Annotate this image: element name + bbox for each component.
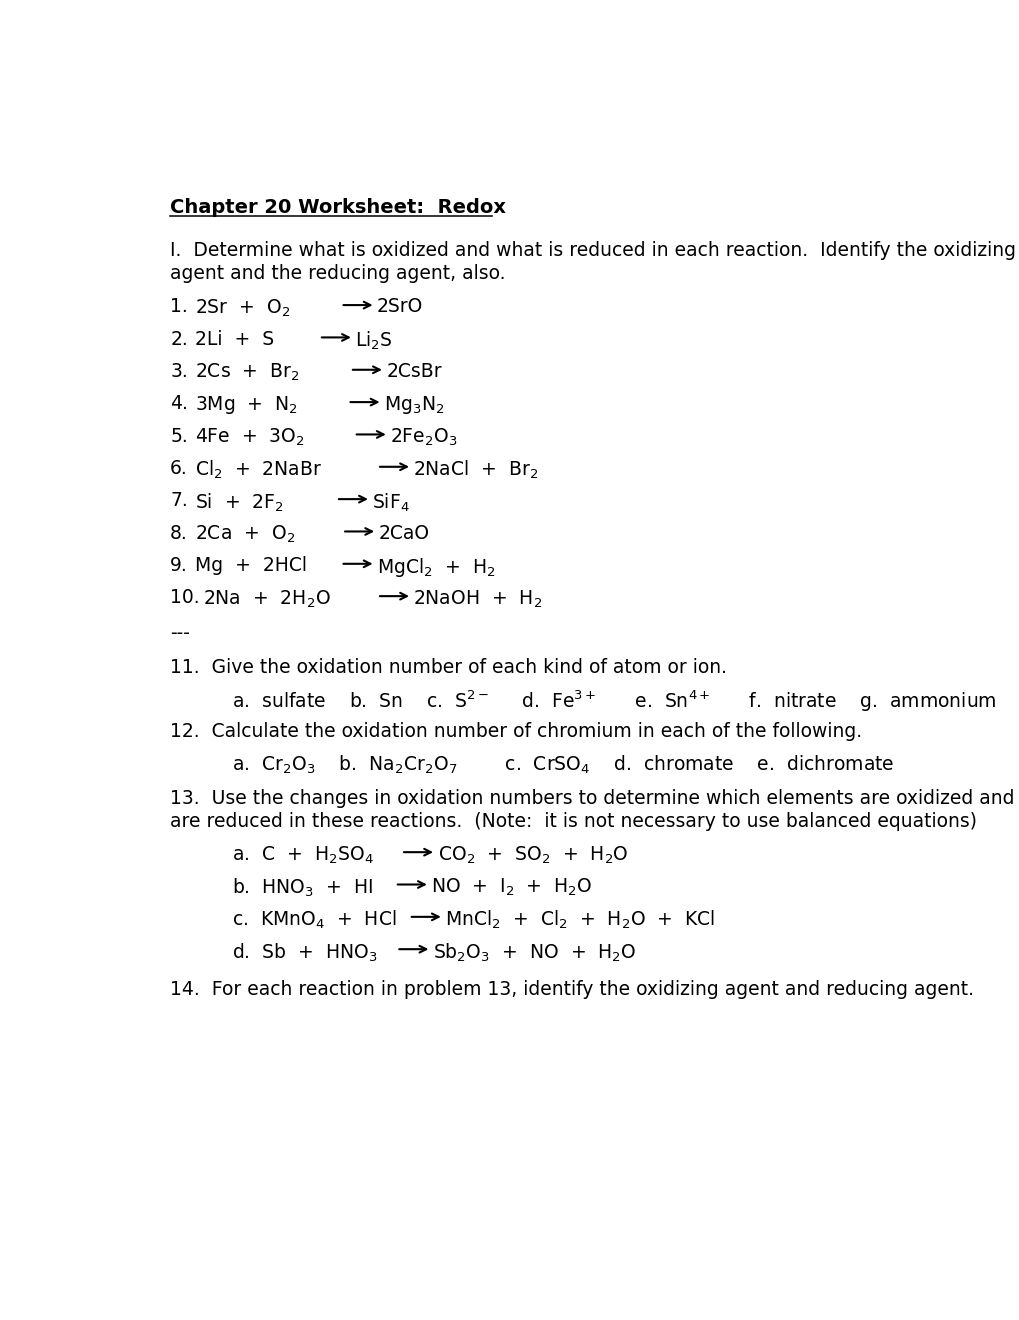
Text: SiF$_4$: SiF$_4$: [372, 491, 410, 513]
Text: Chapter 20 Worksheet:  Redox: Chapter 20 Worksheet: Redox: [170, 198, 505, 218]
Text: 5.: 5.: [170, 426, 187, 446]
Text: a.  C  +  H$_2$SO$_4$: a. C + H$_2$SO$_4$: [232, 845, 373, 866]
Text: MnCl$_2$  +  Cl$_2$  +  H$_2$O  +  KCl: MnCl$_2$ + Cl$_2$ + H$_2$O + KCl: [445, 909, 714, 932]
Text: Mg  +  2HCl: Mg + 2HCl: [195, 556, 307, 576]
Text: 9.: 9.: [170, 556, 187, 576]
Text: c.  KMnO$_4$  +  HCl: c. KMnO$_4$ + HCl: [232, 909, 396, 932]
Text: CO$_2$  +  SO$_2$  +  H$_2$O: CO$_2$ + SO$_2$ + H$_2$O: [437, 845, 628, 866]
Text: Mg$_3$N$_2$: Mg$_3$N$_2$: [383, 395, 444, 416]
Text: 2Ca  +  O$_2$: 2Ca + O$_2$: [195, 524, 294, 545]
Text: 2Na  +  2H$_2$O: 2Na + 2H$_2$O: [203, 589, 330, 610]
Text: NO  +  I$_2$  +  H$_2$O: NO + I$_2$ + H$_2$O: [431, 876, 592, 898]
Text: 12.  Calculate the oxidation number of chromium in each of the following.: 12. Calculate the oxidation number of ch…: [170, 722, 861, 742]
Text: 1.: 1.: [170, 297, 187, 317]
Text: 11.  Give the oxidation number of each kind of atom or ion.: 11. Give the oxidation number of each ki…: [170, 657, 727, 677]
Text: 14.  For each reaction in problem 13, identify the oxidizing agent and reducing : 14. For each reaction in problem 13, ide…: [170, 979, 973, 999]
Text: a.  sulfate    b.  Sn    c.  S$^{2-}$     d.  Fe$^{3+}$      e.  Sn$^{4+}$      : a. sulfate b. Sn c. S$^{2-}$ d. Fe$^{3+}…: [232, 689, 996, 714]
Text: 2CsBr: 2CsBr: [386, 362, 441, 381]
Text: 2Fe$_2$O$_3$: 2Fe$_2$O$_3$: [390, 426, 458, 447]
Text: 2NaOH  +  H$_2$: 2NaOH + H$_2$: [413, 589, 542, 610]
Text: 2Sr  +  O$_2$: 2Sr + O$_2$: [195, 297, 289, 318]
Text: agent and the reducing agent, also.: agent and the reducing agent, also.: [170, 264, 505, 282]
Text: MgCl$_2$  +  H$_2$: MgCl$_2$ + H$_2$: [377, 556, 495, 579]
Text: Si  +  2F$_2$: Si + 2F$_2$: [195, 491, 283, 513]
Text: 4.: 4.: [170, 395, 187, 413]
Text: are reduced in these reactions.  (Note:  it is not necessary to use balanced equ: are reduced in these reactions. (Note: i…: [170, 812, 976, 832]
Text: a.  Cr$_2$O$_3$    b.  Na$_2$Cr$_2$O$_7$        c.  CrSO$_4$    d.  chromate    : a. Cr$_2$O$_3$ b. Na$_2$Cr$_2$O$_7$ c. C…: [232, 754, 894, 776]
Text: 3.: 3.: [170, 362, 187, 381]
Text: Sb$_2$O$_3$  +  NO  +  H$_2$O: Sb$_2$O$_3$ + NO + H$_2$O: [432, 941, 636, 964]
Text: Cl$_2$  +  2NaBr: Cl$_2$ + 2NaBr: [195, 459, 322, 482]
Text: b.  HNO$_3$  +  HI: b. HNO$_3$ + HI: [232, 876, 373, 899]
Text: 2.: 2.: [170, 330, 187, 348]
Text: 7.: 7.: [170, 491, 187, 511]
Text: d.  Sb  +  HNO$_3$: d. Sb + HNO$_3$: [232, 941, 377, 964]
Text: 3Mg  +  N$_2$: 3Mg + N$_2$: [195, 395, 298, 416]
Text: 2NaCl  +  Br$_2$: 2NaCl + Br$_2$: [413, 459, 538, 482]
Text: 10.: 10.: [170, 589, 200, 607]
Text: 8.: 8.: [170, 524, 187, 543]
Text: I.  Determine what is oxidized and what is reduced in each reaction.  Identify t: I. Determine what is oxidized and what i…: [170, 240, 1015, 260]
Text: 4Fe  +  3O$_2$: 4Fe + 3O$_2$: [195, 426, 305, 447]
Text: 13.  Use the changes in oxidation numbers to determine which elements are oxidiz: 13. Use the changes in oxidation numbers…: [170, 789, 1019, 808]
Text: 2CaO: 2CaO: [378, 524, 429, 543]
Text: 2SrO: 2SrO: [377, 297, 423, 317]
Text: 2Cs  +  Br$_2$: 2Cs + Br$_2$: [195, 362, 299, 383]
Text: Li$_2$S: Li$_2$S: [355, 330, 392, 352]
Text: 6.: 6.: [170, 459, 187, 478]
Text: 2Li  +  S: 2Li + S: [195, 330, 274, 348]
Text: ---: ---: [170, 624, 190, 643]
